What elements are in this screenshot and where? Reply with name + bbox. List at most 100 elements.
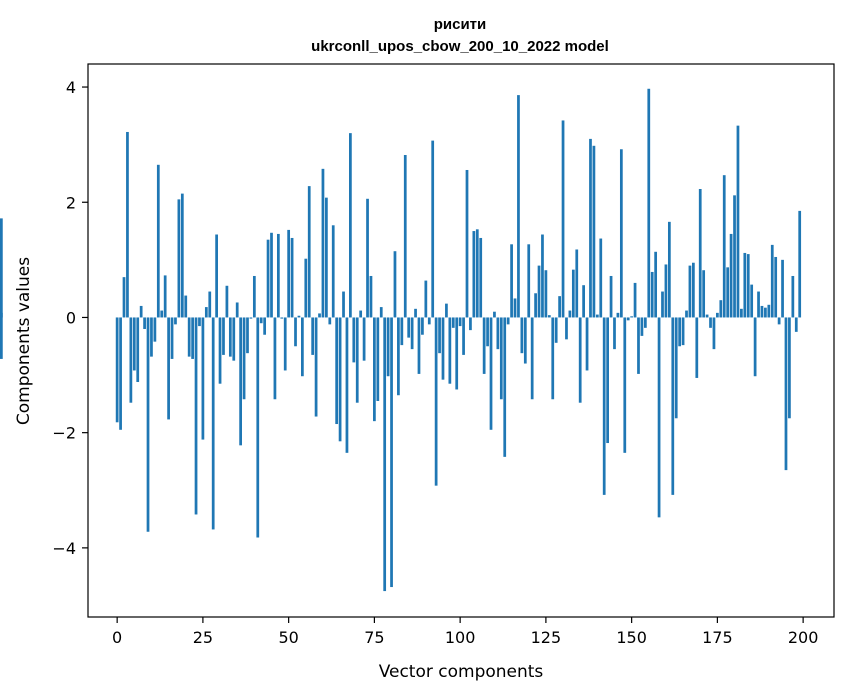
bar [674,317,678,419]
bar [585,317,589,371]
bar [342,291,345,318]
bar [143,317,146,329]
y-axis-label: Components values [14,257,34,425]
bar [280,317,284,319]
bar [283,317,287,371]
bar [602,317,606,495]
bar [136,317,140,382]
bar [534,293,537,318]
bar [431,140,435,318]
bar [228,317,232,357]
bar [445,303,448,318]
x-tick-label: 175 [702,628,733,647]
bar [325,197,328,318]
bar [287,229,291,318]
x-tick-label: 50 [278,628,298,647]
bar [263,317,267,335]
bar [688,265,692,318]
bar [215,234,218,318]
bar [386,317,390,377]
bar [705,314,709,318]
bar [661,291,664,318]
bar [523,317,527,364]
bar [242,317,246,400]
bar [362,317,366,361]
bar [349,133,352,318]
bar [122,277,126,318]
bar [427,317,431,325]
bar [438,317,441,354]
bar [139,305,143,318]
y-tick-label: −4 [52,539,76,558]
bar [156,164,160,318]
bar [410,317,414,350]
bar [664,264,668,318]
bar [266,239,270,318]
bar [582,285,585,318]
bar [781,259,784,318]
bar [335,317,339,425]
bar [355,317,359,403]
bar [472,231,476,318]
bar [276,233,280,318]
bar [441,317,445,380]
bar [400,317,404,346]
bar [527,244,531,318]
bar [565,317,568,340]
bar [698,189,702,318]
bar [750,284,754,318]
bar [736,125,740,318]
bar [434,317,438,486]
bar [493,311,496,318]
bar [609,275,613,318]
bar [571,269,575,318]
bar [160,310,164,318]
bar [740,308,743,318]
bar [530,317,534,400]
bars-group [0,88,802,592]
bar [784,317,788,471]
x-tick-label: 150 [616,628,647,647]
bar [307,186,311,318]
bar [273,317,277,400]
bar [167,317,170,420]
bar [150,317,153,357]
bar [709,317,712,328]
bar [678,317,682,347]
bar [561,120,565,318]
bar [331,225,335,318]
bar [702,270,706,318]
bar [695,317,699,378]
bar [458,317,462,327]
bar [606,317,609,444]
bar [352,317,356,363]
bar [177,199,181,318]
bar [314,317,318,417]
bar [654,251,658,318]
bar [403,155,407,318]
bar [667,221,671,318]
bar [153,317,157,342]
bar [462,317,465,355]
bar [208,291,212,318]
bar [259,317,263,324]
bar [119,317,122,430]
bar [191,317,194,359]
bar [764,307,767,318]
bar [650,271,654,318]
bar [733,195,736,318]
bar [767,304,771,318]
bar [722,175,726,318]
bar [252,275,256,318]
y-tick-label: −2 [52,424,76,443]
y-tick-label: 0 [66,308,76,327]
chart-title: рисити [434,16,487,33]
x-axis-label: Vector components [379,662,544,682]
bar [345,317,349,453]
bar [359,310,363,318]
bar [770,244,774,318]
bar [479,237,483,318]
bar [681,317,685,346]
x-tick-label: 25 [193,628,213,647]
bar [616,312,620,318]
